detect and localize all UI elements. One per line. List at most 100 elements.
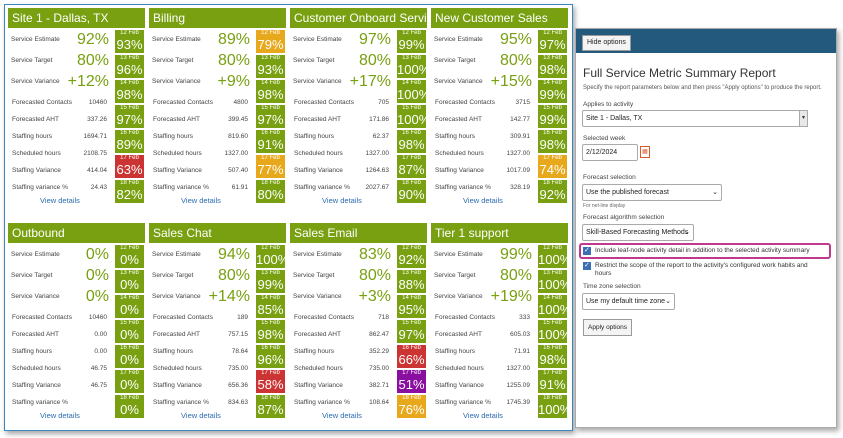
detail-value: 1017.09 xyxy=(506,167,531,174)
day-cell[interactable]: 13 Feb 96% xyxy=(114,54,145,79)
day-percent: 0% xyxy=(120,252,139,267)
day-cell[interactable]: 18 Feb 87% xyxy=(255,394,286,419)
metric-label: Service Variance xyxy=(152,78,201,85)
metric-row: Service Variance 0% xyxy=(8,287,112,308)
day-cell[interactable]: 18 Feb 80% xyxy=(255,179,286,204)
day-cell[interactable]: 15 Feb 97% xyxy=(396,319,427,344)
day-cell[interactable]: 16 Feb 89% xyxy=(114,129,145,154)
day-cell[interactable]: 15 Feb 97% xyxy=(114,104,145,129)
view-details-link[interactable]: View details xyxy=(322,411,362,420)
day-cell[interactable]: 15 Feb 100% xyxy=(396,104,431,129)
view-details-link[interactable]: View details xyxy=(40,196,80,205)
forecast-select[interactable]: Use the published forecast ⌄ xyxy=(582,184,722,201)
day-cell[interactable]: 16 Feb 91% xyxy=(255,129,286,154)
detail-value: 414.04 xyxy=(87,167,107,174)
apply-options-button[interactable]: Apply options xyxy=(583,319,633,336)
view-details-link[interactable]: View details xyxy=(181,411,221,420)
detail-label: Staffing Variance xyxy=(435,167,484,174)
day-cell[interactable]: 17 Feb 58% xyxy=(255,369,286,394)
view-details-link[interactable]: View details xyxy=(463,411,503,420)
day-cell[interactable]: 15 Feb 0% xyxy=(114,319,145,344)
detail-label: Staffing Variance xyxy=(153,167,202,174)
day-cell[interactable]: 12 Feb 92% xyxy=(396,244,427,269)
day-cell[interactable]: 13 Feb 93% xyxy=(255,54,286,79)
day-cell[interactable]: 17 Feb 87% xyxy=(396,154,427,179)
day-cell[interactable]: 15 Feb 99% xyxy=(537,104,568,129)
day-cell[interactable]: 14 Feb 0% xyxy=(114,294,145,319)
day-cell[interactable]: 14 Feb 95% xyxy=(396,294,427,319)
detail-row: Forecasted AHT 337.26 xyxy=(8,111,112,128)
options-panel: Hide options Full Service Metric Summary… xyxy=(575,28,837,428)
day-cell[interactable]: 18 Feb 90% xyxy=(396,179,427,204)
daily-service-column: 12 Feb 97% 13 Feb 98% 14 Feb 99% 15 Feb 99% 16 F… xyxy=(537,29,568,204)
day-cell[interactable]: 16 Feb 98% xyxy=(537,129,568,154)
calendar-icon[interactable]: ▦ xyxy=(640,146,650,158)
day-cell[interactable]: 15 Feb 100% xyxy=(537,319,571,344)
applies-to-select[interactable]: Site 1 - Dallas, TX xyxy=(582,110,808,127)
day-cell[interactable]: 14 Feb 99% xyxy=(537,79,568,104)
restrict-scope-checkbox[interactable] xyxy=(583,261,591,270)
view-details-link[interactable]: View details xyxy=(181,196,221,205)
metric-value: 0% xyxy=(85,246,109,263)
day-cell[interactable]: 17 Feb 63% xyxy=(114,154,145,179)
metric-label: Service Variance xyxy=(11,78,60,85)
day-percent: 0% xyxy=(120,352,139,367)
day-cell[interactable]: 17 Feb 51% xyxy=(396,369,427,394)
day-cell[interactable]: 17 Feb 77% xyxy=(255,154,286,179)
day-cell[interactable]: 13 Feb 0% xyxy=(114,269,145,294)
day-cell[interactable]: 18 Feb 76% xyxy=(396,394,427,419)
view-details-link[interactable]: View details xyxy=(40,411,80,420)
day-cell[interactable]: 12 Feb 97% xyxy=(537,29,568,54)
day-cell[interactable]: 17 Feb 91% xyxy=(537,369,568,394)
include-leaf-checkbox[interactable] xyxy=(583,246,591,255)
day-cell[interactable]: 12 Feb 100% xyxy=(537,244,571,269)
day-cell[interactable]: 13 Feb 100% xyxy=(396,54,430,79)
day-cell[interactable]: 12 Feb 93% xyxy=(114,29,145,54)
algorithm-select[interactable]: Skill-Based Forecasting Methods ⌄ xyxy=(582,224,694,241)
day-cell[interactable]: 18 Feb 0% xyxy=(114,394,145,419)
week-date-input[interactable]: 2/12/2024 xyxy=(582,144,638,161)
detail-row: Forecasted AHT 171.86 xyxy=(290,111,394,128)
day-cell[interactable]: 17 Feb 74% xyxy=(537,154,568,179)
metric-row: Service Target 80% xyxy=(149,51,253,72)
day-cell[interactable]: 14 Feb 98% xyxy=(255,79,286,104)
day-cell[interactable]: 13 Feb 100% xyxy=(537,269,571,294)
day-cell[interactable]: 12 Feb 0% xyxy=(114,244,145,269)
day-percent: 100% xyxy=(397,112,431,127)
day-date: 12 Feb xyxy=(120,245,139,251)
timezone-select[interactable]: Use my default time zone ⌄ xyxy=(582,293,675,310)
day-cell[interactable]: 15 Feb 98% xyxy=(255,319,286,344)
day-cell[interactable]: 18 Feb 82% xyxy=(114,179,145,204)
day-cell[interactable]: 18 Feb 100% xyxy=(537,394,571,419)
metric-label: Service Variance xyxy=(434,78,483,85)
day-cell[interactable]: 18 Feb 92% xyxy=(537,179,568,204)
view-details-link[interactable]: View details xyxy=(322,196,362,205)
day-date: 13 Feb xyxy=(120,55,139,61)
detail-row: Staffing hours 0.00 xyxy=(8,343,112,360)
day-cell[interactable]: 16 Feb 66% xyxy=(396,344,427,369)
day-cell[interactable]: 15 Feb 97% xyxy=(255,104,286,129)
day-cell[interactable]: 14 Feb 85% xyxy=(255,294,286,319)
hide-options-button[interactable]: Hide options xyxy=(582,35,631,51)
metric-label: Service Estimate xyxy=(293,251,342,258)
day-cell[interactable]: 16 Feb 98% xyxy=(537,344,568,369)
detail-row: Staffing hours 78.64 xyxy=(149,343,253,360)
day-cell[interactable]: 12 Feb 99% xyxy=(396,29,427,54)
day-cell[interactable]: 13 Feb 88% xyxy=(396,269,427,294)
day-cell[interactable]: 17 Feb 0% xyxy=(114,369,145,394)
metric-value: +9% xyxy=(217,73,250,90)
chevron-down-icon[interactable]: ▾ xyxy=(799,110,808,127)
day-cell[interactable]: 16 Feb 98% xyxy=(396,129,427,154)
daily-service-column: 12 Feb 92% 13 Feb 88% 14 Feb 95% 15 Feb 97% 16 F… xyxy=(396,244,427,419)
forecast-note: For net-line display xyxy=(583,203,626,209)
day-cell[interactable]: 16 Feb 96% xyxy=(255,344,286,369)
view-details-link[interactable]: View details xyxy=(463,196,503,205)
day-cell[interactable]: 12 Feb 79% xyxy=(255,29,286,54)
day-cell[interactable]: 13 Feb 98% xyxy=(537,54,568,79)
day-cell[interactable]: 16 Feb 0% xyxy=(114,344,145,369)
day-cell[interactable]: 12 Feb 100% xyxy=(255,244,289,269)
day-cell[interactable]: 14 Feb 98% xyxy=(114,79,145,104)
day-cell[interactable]: 14 Feb 100% xyxy=(396,79,430,104)
day-cell[interactable]: 13 Feb 99% xyxy=(255,269,286,294)
day-cell[interactable]: 14 Feb 100% xyxy=(537,294,571,319)
